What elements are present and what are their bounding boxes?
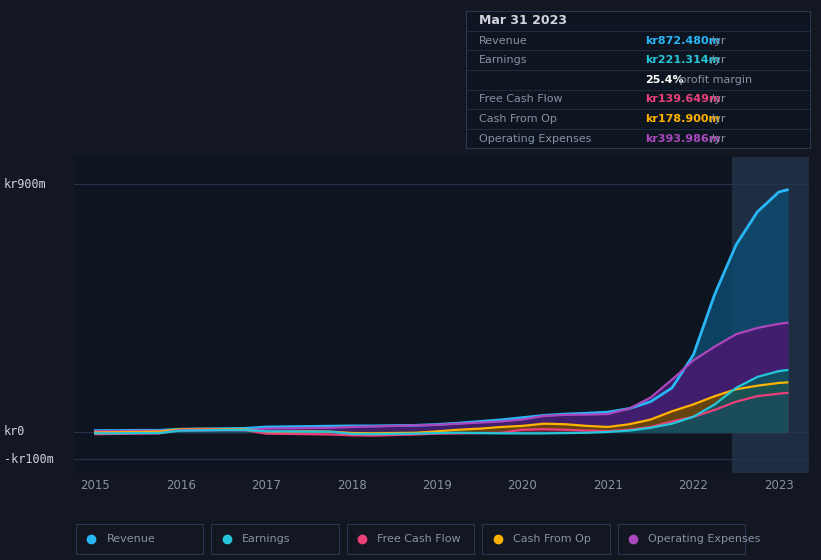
Text: Mar 31 2023: Mar 31 2023: [479, 15, 567, 27]
Text: /yr: /yr: [707, 134, 726, 143]
Bar: [732, 157, 809, 473]
Text: Free Cash Flow: Free Cash Flow: [479, 95, 563, 104]
Text: kr872.480m: kr872.480m: [644, 36, 720, 45]
Text: /yr: /yr: [707, 95, 726, 104]
Text: kr393.986m: kr393.986m: [644, 134, 720, 143]
Text: 25.4%: 25.4%: [644, 75, 683, 85]
Text: kr900m: kr900m: [4, 178, 47, 191]
Text: kr221.314m: kr221.314m: [644, 55, 720, 65]
Text: Revenue: Revenue: [479, 36, 528, 45]
Text: kr0: kr0: [4, 426, 25, 438]
Text: Free Cash Flow: Free Cash Flow: [378, 534, 461, 544]
Text: /yr: /yr: [707, 114, 726, 124]
Text: kr178.900m: kr178.900m: [644, 114, 720, 124]
Text: profit margin: profit margin: [676, 75, 752, 85]
Text: -kr100m: -kr100m: [4, 453, 54, 466]
Text: Revenue: Revenue: [107, 534, 155, 544]
Text: /yr: /yr: [707, 36, 726, 45]
Text: Operating Expenses: Operating Expenses: [649, 534, 761, 544]
Text: kr139.649m: kr139.649m: [644, 95, 720, 104]
Text: Earnings: Earnings: [242, 534, 291, 544]
Text: Cash From Op: Cash From Op: [513, 534, 591, 544]
Text: Cash From Op: Cash From Op: [479, 114, 557, 124]
Text: /yr: /yr: [707, 55, 726, 65]
Text: Operating Expenses: Operating Expenses: [479, 134, 592, 143]
Text: Earnings: Earnings: [479, 55, 528, 65]
